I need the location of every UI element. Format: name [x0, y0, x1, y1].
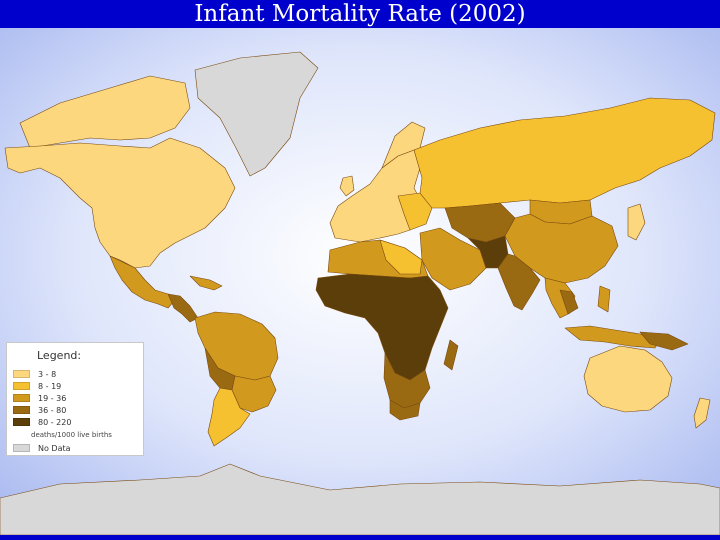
legend-item-1: 3 - 8: [13, 369, 56, 379]
region-uk: [339, 175, 355, 197]
legend-label: 3 - 8: [38, 369, 57, 379]
legend-swatch: [13, 444, 30, 452]
region-central-america: [167, 293, 199, 323]
region-mexico: [109, 255, 176, 309]
title-bar: [0, 0, 720, 28]
page-title: Infant Mortality Rate (2002): [194, 1, 526, 27]
region-libya-egypt: [379, 239, 423, 275]
bottom-bar: [0, 535, 720, 540]
region-north-america-north: [4, 137, 236, 269]
region-southern-cone: [207, 387, 251, 447]
legend-swatch: [13, 418, 30, 426]
legend-label: 36 - 80: [38, 405, 67, 415]
region-indochina: [559, 289, 579, 315]
legend-swatch: [13, 382, 30, 390]
legend-item-5: 80 - 220: [13, 417, 71, 427]
region-caribbean: [189, 275, 223, 291]
legend-swatch: [13, 370, 30, 378]
region-philippines: [597, 285, 611, 313]
region-canada-arctic: [19, 75, 191, 149]
legend-title: Legend:: [37, 349, 82, 362]
region-russia: [413, 97, 716, 209]
region-new-zealand: [693, 397, 711, 429]
legend: Legend: 3 - 8 8 - 19 19 - 36 36 - 80 80 …: [6, 342, 144, 456]
legend-swatch: [13, 394, 30, 402]
legend-swatch: [13, 406, 30, 414]
region-japan: [627, 203, 646, 241]
legend-item-3: 19 - 36: [13, 393, 66, 403]
legend-item-2: 8 - 19: [13, 381, 61, 391]
region-china: [504, 213, 619, 284]
legend-label: No Data: [38, 443, 71, 453]
world-map: [0, 28, 720, 535]
region-australia: [583, 345, 673, 413]
region-south-africa: [389, 399, 421, 421]
legend-item-4: 36 - 80: [13, 405, 66, 415]
region-greenland: [194, 51, 319, 177]
legend-label: 8 - 19: [38, 381, 62, 391]
region-new-guinea: [639, 331, 689, 351]
legend-item-no-data: No Data: [13, 443, 71, 453]
region-middle-east: [419, 227, 487, 291]
legend-label: 80 - 220: [38, 417, 72, 427]
legend-unit: deaths/1000 live births: [31, 431, 112, 439]
region-southern-africa: [383, 352, 431, 409]
legend-label: 19 - 36: [38, 393, 67, 403]
region-madagascar: [443, 339, 459, 371]
region-scandinavia: [381, 121, 426, 169]
region-south-asia: [497, 253, 541, 311]
region-antarctica: [0, 463, 720, 535]
